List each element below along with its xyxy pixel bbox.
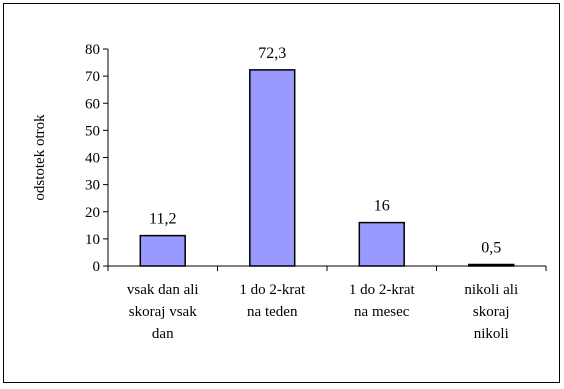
labels: 11,2 vsak dan ali skoraj vsak dan 72,3 1 do 2… — [127, 45, 518, 342]
y-tick-label: 70 — [85, 69, 100, 85]
y-tick-label: 80 — [85, 42, 100, 58]
category-label-line: vsak dan ali — [127, 282, 199, 298]
category-label-line: nikoli ali — [464, 282, 518, 298]
bar — [249, 69, 296, 267]
data-label: 11,2 — [149, 211, 176, 228]
category-label: vsak dan ali skoraj vsak dan — [127, 282, 199, 342]
category-label-line: dan — [152, 326, 174, 342]
y-tick-label: 60 — [85, 96, 100, 112]
data-label: 72,3 — [258, 45, 286, 62]
y-tick-label: 40 — [85, 151, 100, 167]
chart-frame: 0 10 20 30 40 50 60 70 80 odstotek otrok 11,2 vsak… — [3, 3, 560, 383]
category-label: 1 do 2-krat na mesec — [349, 282, 416, 320]
y-tick-label: 50 — [85, 123, 100, 139]
bar — [358, 221, 405, 267]
category-label-line: skoraj vsak — [129, 304, 197, 320]
data-label: 16 — [374, 198, 390, 215]
bar-chart: 0 10 20 30 40 50 60 70 80 odstotek otrok 11,2 vsak… — [32, 42, 547, 342]
y-tick-label: 0 — [93, 259, 101, 275]
category-label-line: nikoli — [474, 326, 509, 342]
bar — [139, 234, 186, 267]
axes: 0 10 20 30 40 50 60 70 80 odstotek otrok — [32, 42, 547, 275]
data-label: 0,5 — [481, 240, 501, 257]
category-label-line: 1 do 2-krat — [239, 282, 306, 298]
y-tick-label: 10 — [85, 232, 100, 248]
y-tick-label: 20 — [85, 205, 100, 221]
category-label-line: na mesec — [354, 304, 410, 320]
bars — [139, 69, 515, 267]
category-label: nikoli ali skoraj nikoli — [464, 282, 518, 342]
category-label-line: na teden — [247, 304, 298, 320]
y-tick-label: 30 — [85, 178, 100, 194]
category-label-line: 1 do 2-krat — [349, 282, 416, 298]
y-axis-label: odstotek otrok — [32, 114, 48, 201]
category-label-line: skoraj — [473, 304, 510, 320]
category-label: 1 do 2-krat na teden — [239, 282, 306, 320]
bar — [468, 263, 515, 267]
